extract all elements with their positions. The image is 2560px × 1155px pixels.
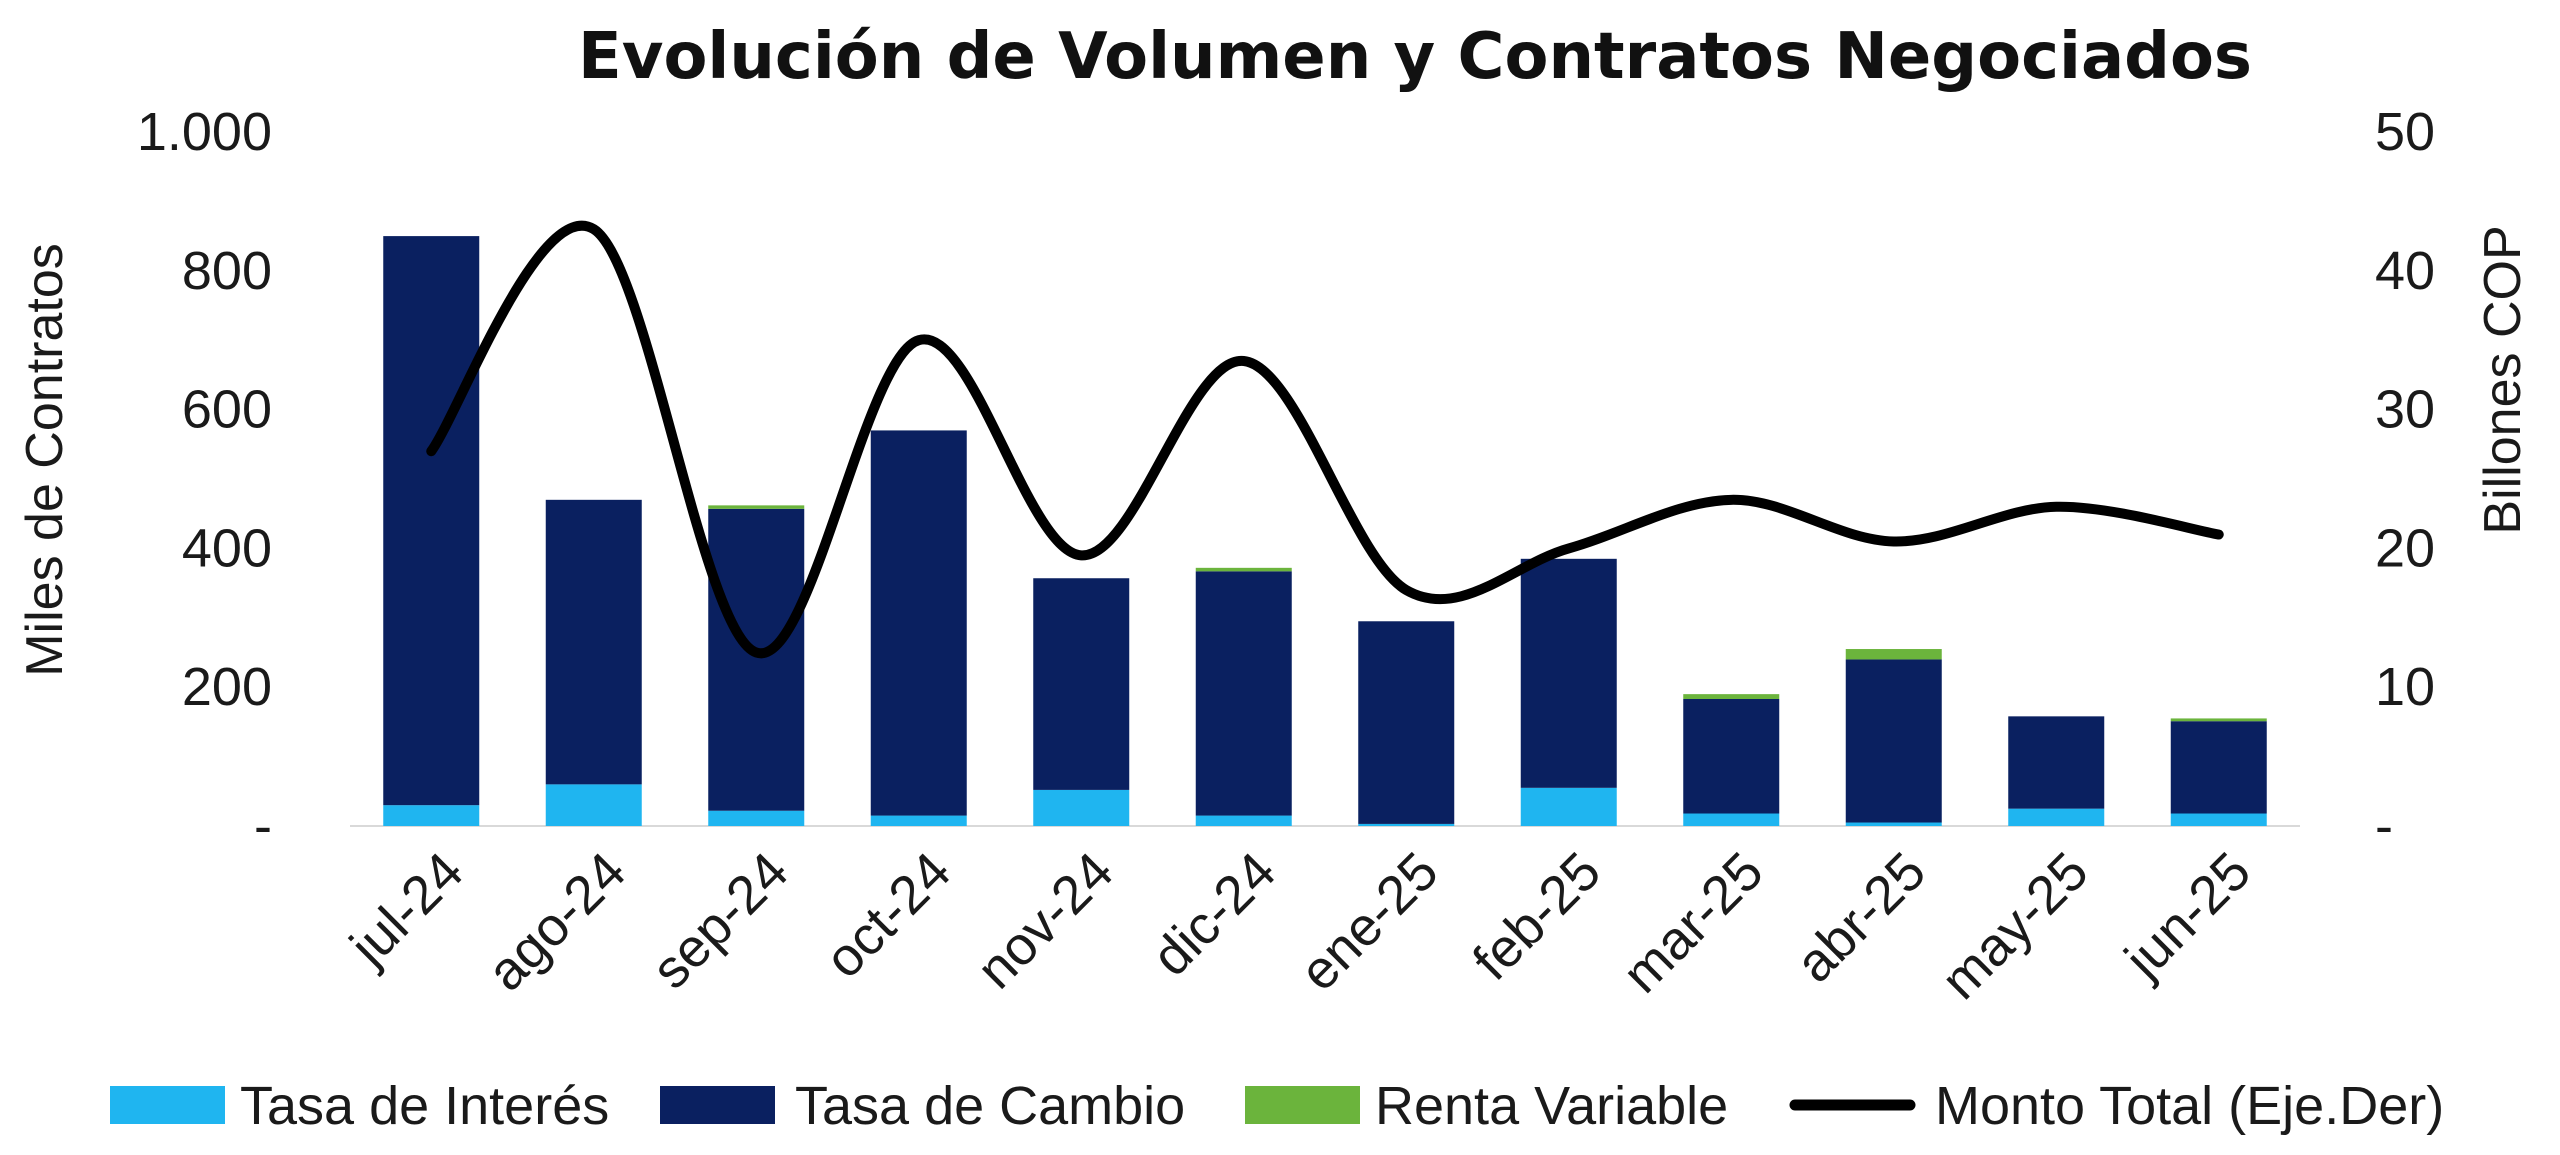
bar-tasa-de-inter-s-jun-25 [2170, 813, 2267, 826]
bar-tasa-de-inter-s-abr-25 [1845, 822, 1942, 826]
bar-tasa-de-cambio-jul-24 [383, 236, 480, 806]
legend-label: Monto Total (Eje.Der) [1935, 1076, 2444, 1136]
x-tick-label: sep-24 [641, 841, 800, 1000]
bar-tasa-de-inter-s-nov-24 [1033, 789, 1130, 826]
bar-renta-variable-mar-25 [1683, 694, 1780, 699]
bar-tasa-de-cambio-ago-24 [545, 499, 642, 785]
x-tick-label: jun-25 [2112, 841, 2262, 991]
right-tick-label: - [2375, 796, 2393, 856]
legend-swatch [660, 1086, 775, 1124]
legend-label: Tasa de Interés [240, 1076, 609, 1136]
bar-group [383, 236, 2267, 826]
right-tick-label: 40 [2375, 241, 2435, 301]
bar-tasa-de-cambio-ene-25 [1358, 621, 1455, 824]
bar-renta-variable-abr-25 [1845, 649, 1942, 660]
x-tick-label: ene-25 [1288, 841, 1449, 1002]
legend-swatch [1245, 1086, 1360, 1124]
left-tick-label: - [254, 796, 272, 856]
bar-tasa-de-cambio-feb-25 [1520, 558, 1617, 788]
legend: Tasa de Interés Tasa de Cambio Renta Varia… [110, 1076, 2444, 1136]
bar-tasa-de-inter-s-may-25 [2008, 808, 2105, 826]
x-tick-label: abr-25 [1784, 841, 1937, 994]
bar-tasa-de-inter-s-mar-25 [1683, 813, 1780, 826]
bar-renta-variable-dic-24 [1195, 567, 1292, 572]
bar-tasa-de-cambio-may-25 [2008, 716, 2105, 809]
x-tick-label: oct-24 [814, 841, 963, 990]
left-tick-label: 400 [182, 518, 272, 578]
bar-renta-variable-sep-24 [708, 505, 805, 509]
x-tick-label: mar-25 [1611, 841, 1774, 1004]
bar-tasa-de-cambio-oct-24 [870, 430, 967, 816]
x-tick-label: dic-24 [1141, 841, 1287, 987]
right-tick-label: 20 [2375, 518, 2435, 578]
y-axis-left-label: Miles de Contratos [16, 243, 74, 677]
x-tick-label: feb-25 [1462, 841, 1613, 992]
bar-tasa-de-cambio-jun-25 [2170, 721, 2267, 814]
bar-tasa-de-cambio-dic-24 [1195, 571, 1292, 816]
bar-tasa-de-inter-s-dic-24 [1195, 815, 1292, 826]
left-tick-group: - 200 400 600 800 1.000 [137, 102, 272, 856]
right-tick-label: 50 [2375, 102, 2435, 162]
left-tick-label: 1.000 [137, 102, 272, 162]
bar-tasa-de-inter-s-feb-25 [1520, 787, 1617, 826]
bar-tasa-de-cambio-abr-25 [1845, 659, 1942, 823]
x-tick-label: may-25 [1930, 841, 2100, 1011]
x-tick-label: nov-24 [966, 841, 1125, 1000]
bar-tasa-de-inter-s-sep-24 [708, 810, 805, 826]
category-label-group: jul-24 ago-24 sep-24 oct-24 nov-24 dic-24 ene-… [338, 841, 2263, 1011]
bar-tasa-de-cambio-mar-25 [1683, 698, 1780, 814]
bar-tasa-de-inter-s-ago-24 [545, 784, 642, 826]
left-tick-label: 600 [182, 380, 272, 440]
legend-label: Renta Variable [1375, 1076, 1728, 1136]
left-tick-label: 200 [182, 657, 272, 717]
legend-swatch [110, 1086, 225, 1124]
right-tick-label: 10 [2375, 657, 2435, 717]
bar-tasa-de-inter-s-oct-24 [870, 815, 967, 826]
line-group [426, 220, 2224, 658]
right-tick-label: 30 [2375, 380, 2435, 440]
bar-tasa-de-cambio-sep-24 [708, 508, 805, 811]
legend-label: Tasa de Cambio [795, 1076, 1185, 1136]
bar-tasa-de-inter-s-ene-25 [1358, 823, 1455, 826]
bar-tasa-de-cambio-nov-24 [1033, 578, 1130, 790]
left-tick-label: 800 [182, 241, 272, 301]
x-tick-label: ago-24 [476, 841, 637, 1002]
line-monto-total [426, 220, 2224, 658]
right-tick-group: - 10 20 30 40 50 [2375, 102, 2435, 856]
x-tick-label: jul-24 [338, 841, 475, 978]
bar-renta-variable-jun-25 [2170, 718, 2267, 722]
bar-tasa-de-inter-s-jul-24 [383, 805, 480, 826]
y-axis-right-label: Billones COP [2474, 225, 2532, 534]
chart-title: Evolución de Volumen y Contratos Negocia… [578, 20, 2252, 94]
